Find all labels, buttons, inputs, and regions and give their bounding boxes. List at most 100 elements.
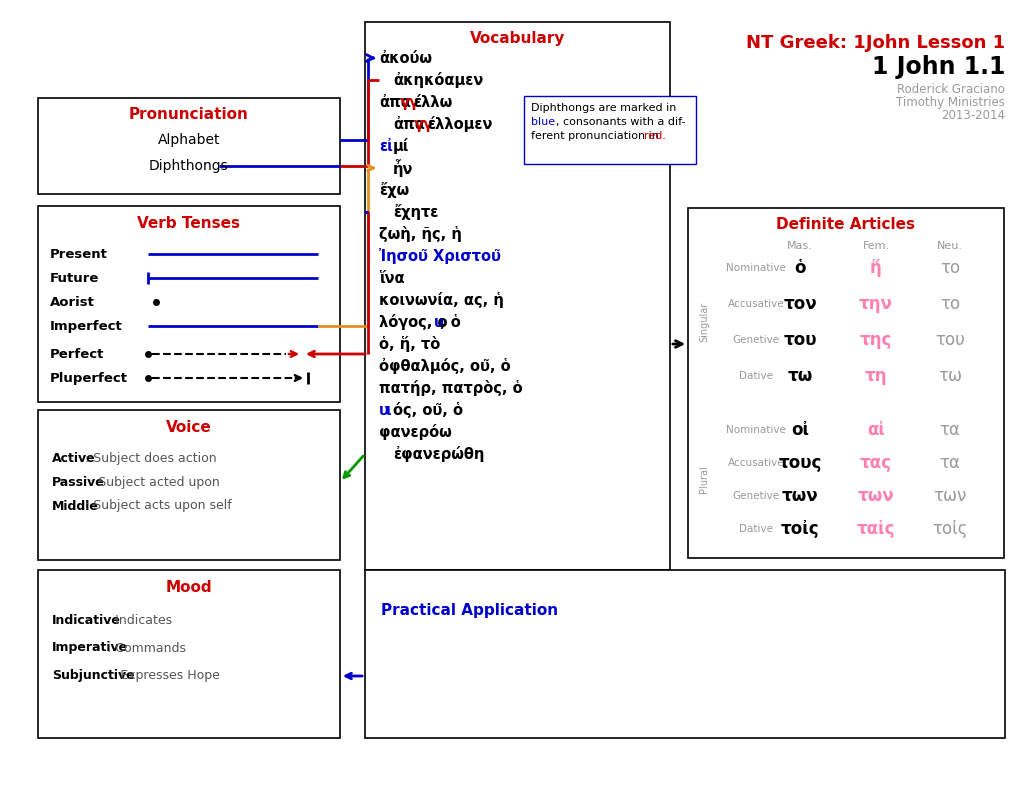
Text: Practical Application: Practical Application: [381, 603, 557, 618]
Text: πατήρ, πατρὸς, ὁ: πατήρ, πατρὸς, ὁ: [379, 380, 522, 396]
Bar: [365, 22, 669, 570]
Text: Passive: Passive: [52, 475, 105, 489]
Text: : Commands: : Commands: [107, 641, 185, 655]
Bar: [524, 96, 695, 164]
Text: Dative: Dative: [739, 524, 772, 534]
Text: Present: Present: [50, 247, 108, 261]
Text: τοἰς: τοἰς: [931, 520, 967, 538]
Text: Voice: Voice: [166, 419, 212, 434]
Bar: [688, 208, 1003, 558]
Text: κοινωνία, ας, ἡ: κοινωνία, ας, ἡ: [379, 292, 503, 308]
Text: τα: τα: [938, 454, 960, 472]
Text: Dative: Dative: [739, 371, 772, 381]
Text: τη: τη: [864, 367, 887, 385]
Text: ferent pronunciation in: ferent pronunciation in: [531, 131, 661, 141]
Text: Mood: Mood: [165, 579, 212, 594]
Text: : Subject does action: : Subject does action: [85, 452, 216, 464]
Text: NT Greek: 1John Lesson 1: NT Greek: 1John Lesson 1: [745, 34, 1004, 52]
Text: 2013-2014: 2013-2014: [941, 109, 1004, 121]
Text: Accusative: Accusative: [727, 458, 784, 468]
Bar: [38, 206, 339, 402]
Text: έλλομεν: έλλομεν: [427, 116, 492, 132]
Text: ζωὴ, ῆς, ἡ: ζωὴ, ῆς, ἡ: [379, 226, 462, 242]
Text: υ: υ: [433, 314, 443, 329]
Text: των: των: [857, 487, 894, 505]
Text: τας: τας: [859, 454, 892, 472]
Text: Imperative: Imperative: [52, 641, 128, 655]
Text: Pronunciation: Pronunciation: [129, 106, 249, 121]
Text: Neu.: Neu.: [936, 241, 962, 251]
Text: Nominative: Nominative: [726, 263, 786, 273]
Text: : Expresses Hope: : Expresses Hope: [112, 670, 220, 682]
Text: του: του: [934, 331, 964, 349]
Text: των: των: [932, 487, 966, 505]
Text: φανερόω: φανερόω: [379, 424, 451, 440]
Text: της: της: [859, 331, 892, 349]
Text: Indicative: Indicative: [52, 614, 121, 626]
Text: Aorist: Aorist: [50, 296, 95, 308]
Text: Alphabet: Alphabet: [158, 133, 220, 147]
Text: : Subject acted upon: : Subject acted upon: [91, 475, 220, 489]
Text: των: των: [781, 487, 817, 505]
Text: έλλω: έλλω: [413, 95, 451, 110]
Text: εἰ: εἰ: [379, 139, 392, 154]
Bar: [38, 570, 339, 738]
Text: μί: μί: [392, 138, 409, 154]
Text: αἰ: αἰ: [866, 421, 884, 439]
Text: ἀπα: ἀπα: [379, 95, 411, 110]
Text: : Subject acts upon self: : Subject acts upon self: [85, 500, 231, 512]
Text: ἦν: ἦν: [392, 159, 413, 177]
Text: Imperfect: Imperfect: [50, 319, 122, 333]
Text: Diphthongs: Diphthongs: [149, 159, 228, 173]
Text: Perfect: Perfect: [50, 348, 104, 360]
Text: τα: τα: [938, 421, 960, 439]
Text: ἔχητε: ἔχητε: [392, 204, 438, 220]
Text: red.: red.: [643, 131, 665, 141]
Text: ὀφθαλμός, ου̃, ὁ: ὀφθαλμός, ου̃, ὁ: [379, 358, 511, 374]
Text: , consonants with a dif-: , consonants with a dif-: [555, 117, 685, 127]
Text: τους: τους: [777, 454, 821, 472]
Text: Ἰησου̃ Χριστου̃: Ἰησου̃ Χριστου̃: [379, 248, 500, 264]
Text: Timothy Ministries: Timothy Ministries: [896, 95, 1004, 109]
Text: Pluperfect: Pluperfect: [50, 371, 127, 385]
Text: οἰ: οἰ: [790, 421, 808, 439]
Text: ἔχω: ἔχω: [379, 182, 409, 198]
Text: του: του: [783, 331, 816, 349]
Text: , ὁ: , ὁ: [440, 314, 461, 329]
Text: λόγος, ο: λόγος, ο: [379, 314, 447, 330]
Text: ἵνα: ἵνα: [379, 270, 405, 285]
Text: ἥ: ἥ: [869, 259, 881, 277]
Text: ἀκηκόαμεν: ἀκηκόαμεν: [392, 72, 483, 88]
Text: ἀπα: ἀπα: [392, 117, 425, 132]
Text: Verb Tenses: Verb Tenses: [138, 215, 240, 231]
Text: Vocabulary: Vocabulary: [470, 31, 565, 46]
Text: το: το: [940, 295, 959, 313]
Text: ὁ: ὁ: [794, 259, 805, 277]
Text: τον: τον: [783, 295, 816, 313]
Text: Subjunctive: Subjunctive: [52, 670, 135, 682]
Text: τοἰς: τοἰς: [780, 520, 818, 538]
Text: Mas.: Mas.: [787, 241, 812, 251]
Text: Future: Future: [50, 272, 99, 284]
Text: τω: τω: [787, 367, 812, 385]
Text: ὁ, ἥ, τὸ: ὁ, ἥ, τὸ: [379, 336, 440, 352]
Text: ταἰς: ταἰς: [856, 520, 895, 538]
Text: γγ: γγ: [413, 117, 433, 132]
Text: ός, ου̃, ὁ: ός, ου̃, ὁ: [392, 402, 463, 418]
Text: Middle: Middle: [52, 500, 99, 512]
Text: Singular: Singular: [698, 302, 708, 342]
Text: : Indicates: : Indicates: [107, 614, 172, 626]
Text: Plural: Plural: [698, 466, 708, 493]
Text: το: το: [940, 259, 959, 277]
Text: γγ: γγ: [399, 95, 419, 110]
Text: Roderick Graciano: Roderick Graciano: [897, 83, 1004, 95]
Text: Genetive: Genetive: [732, 491, 779, 501]
Text: 1 John 1.1: 1 John 1.1: [871, 55, 1004, 79]
Text: υ: υ: [379, 403, 388, 418]
Bar: [38, 98, 339, 194]
Text: ἀκούω: ἀκούω: [379, 50, 432, 65]
Text: τω: τω: [937, 367, 961, 385]
Text: Diphthongs are marked in: Diphthongs are marked in: [531, 103, 676, 113]
Text: την: την: [858, 295, 892, 313]
Text: Fem.: Fem.: [862, 241, 889, 251]
